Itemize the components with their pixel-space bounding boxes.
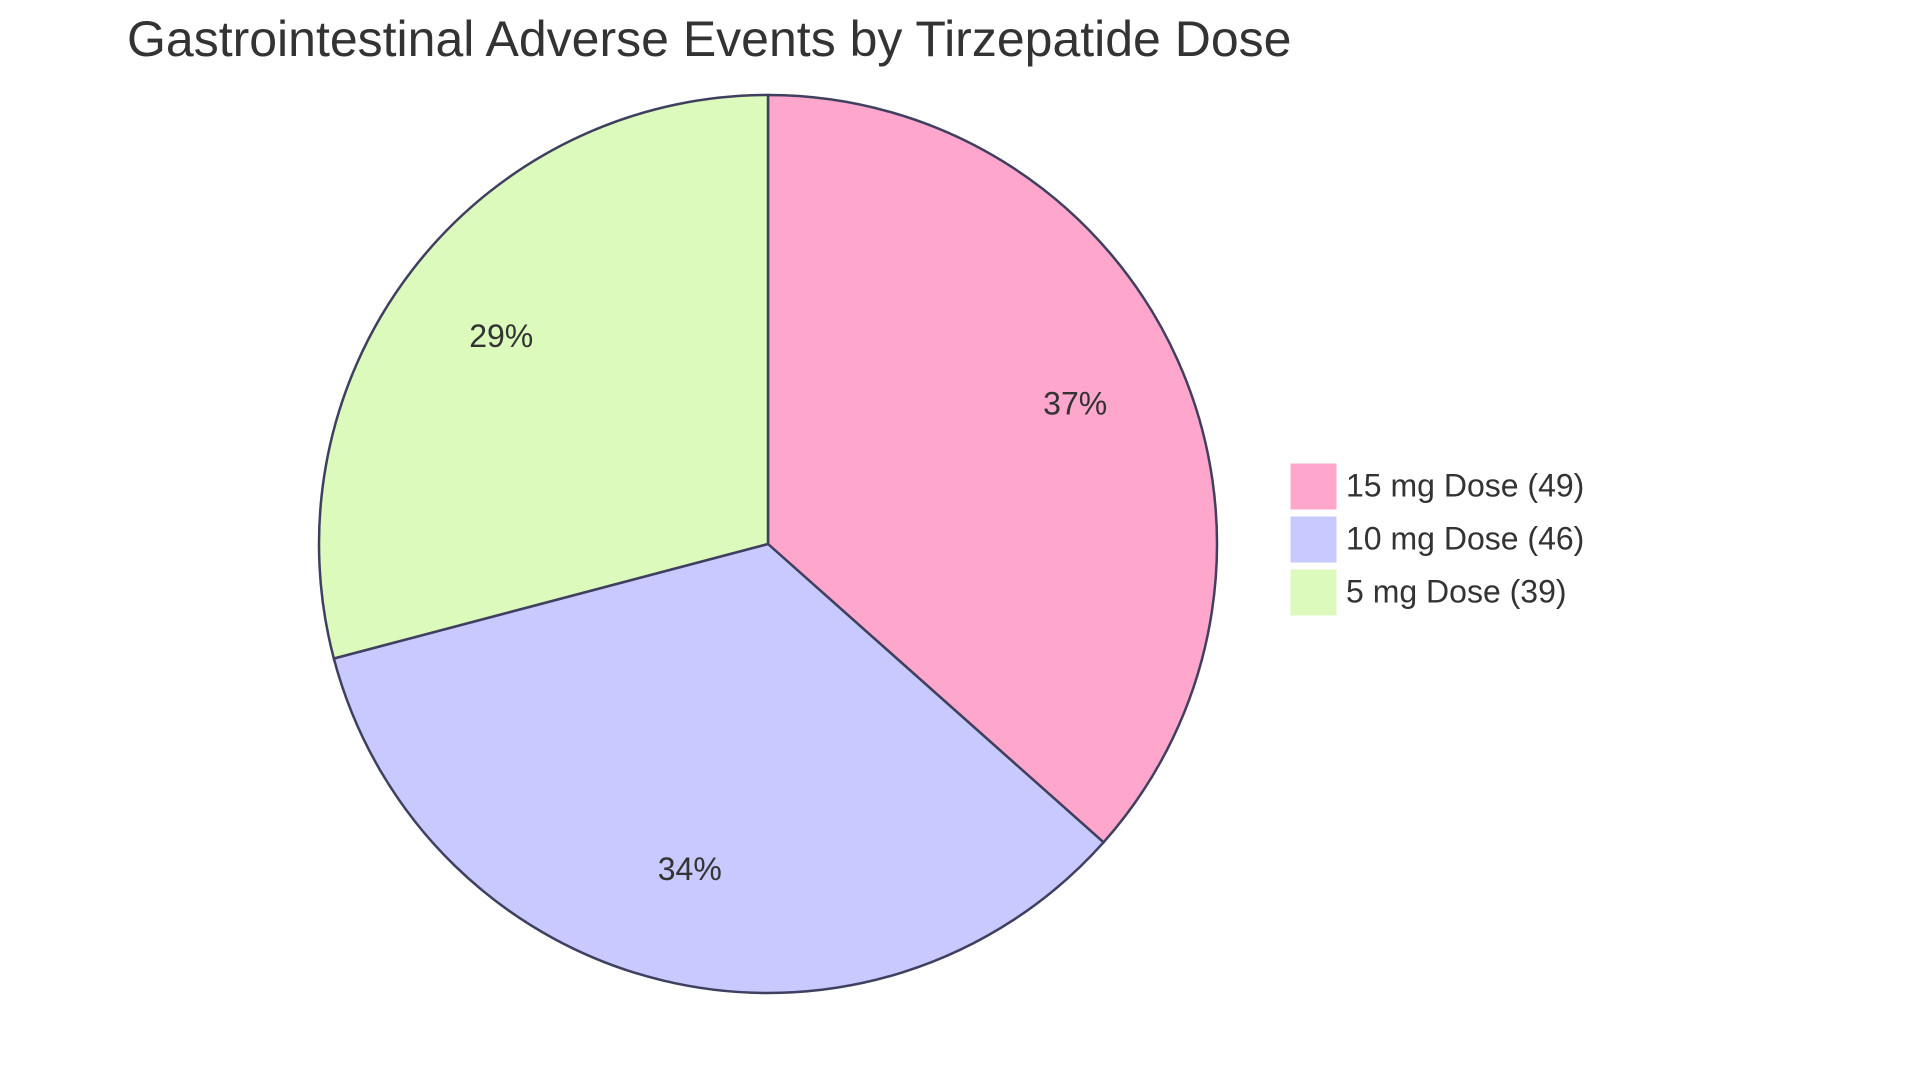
- legend-label: 5 mg Dose (39): [1346, 573, 1567, 609]
- pie-slice: [766, 93, 1219, 845]
- pie-slice: [332, 542, 1106, 995]
- legend-swatch: [1290, 463, 1337, 510]
- slice-label: 29%: [469, 318, 533, 354]
- pie-slice: [317, 93, 770, 661]
- slice-label: 37%: [1043, 386, 1107, 422]
- legend-swatch: [1290, 516, 1337, 563]
- legend-swatch: [1290, 569, 1337, 616]
- chart-title: Gastrointestinal Adverse Events by Tirze…: [127, 11, 1291, 67]
- legend-label: 10 mg Dose (46): [1346, 520, 1584, 556]
- legend-label: 15 mg Dose (49): [1346, 467, 1584, 503]
- slice-label: 34%: [658, 851, 722, 887]
